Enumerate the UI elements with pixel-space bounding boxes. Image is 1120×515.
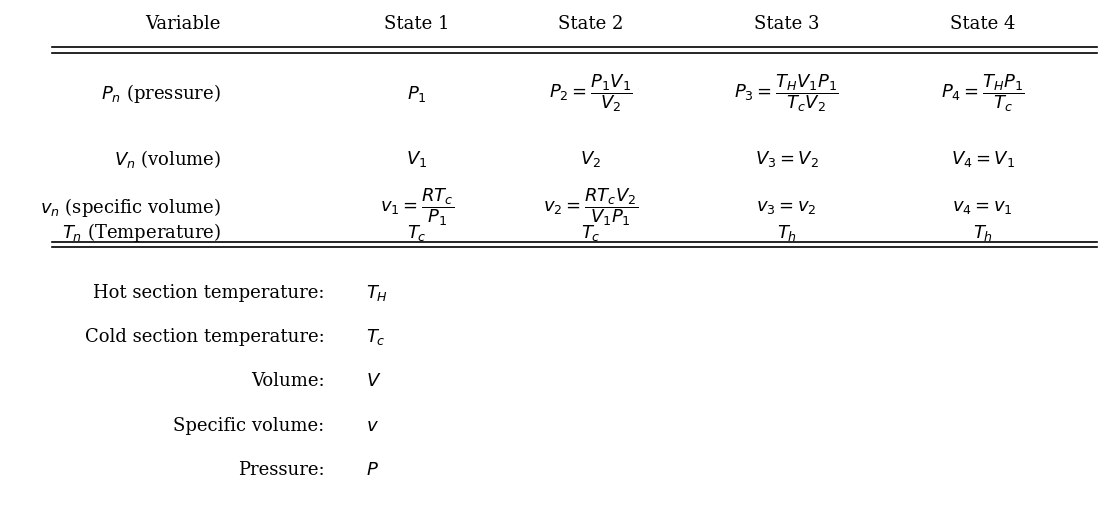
Text: $P_4 = \dfrac{T_H P_1}{T_c}$: $P_4 = \dfrac{T_H P_1}{T_c}$ (941, 73, 1025, 114)
Text: $T_H$: $T_H$ (365, 283, 388, 303)
Text: $V_n$ (volume): $V_n$ (volume) (114, 148, 221, 169)
Text: $P$: $P$ (365, 461, 379, 479)
Text: $P_3 = \dfrac{T_H V_1 P_1}{T_c V_2}$: $P_3 = \dfrac{T_H V_1 P_1}{T_c V_2}$ (735, 73, 839, 114)
Text: Specific volume:: Specific volume: (174, 417, 325, 435)
Text: State 2: State 2 (558, 15, 624, 33)
Text: $v$: $v$ (365, 417, 379, 435)
Text: $T_c$: $T_c$ (365, 327, 385, 347)
Text: $P_2 = \dfrac{P_1 V_1}{V_2}$: $P_2 = \dfrac{P_1 V_1}{V_2}$ (549, 73, 633, 114)
Text: $T_h$: $T_h$ (972, 223, 992, 243)
Text: $v_3 = v_2$: $v_3 = v_2$ (756, 198, 818, 216)
Text: $V_1$: $V_1$ (407, 149, 428, 168)
Text: Cold section temperature:: Cold section temperature: (85, 328, 325, 346)
Text: $v_1 = \dfrac{RT_c}{P_1}$: $v_1 = \dfrac{RT_c}{P_1}$ (380, 186, 454, 228)
Text: $T_c$: $T_c$ (407, 223, 427, 243)
Text: State 4: State 4 (950, 15, 1016, 33)
Text: $v_4 = v_1$: $v_4 = v_1$ (952, 198, 1012, 216)
Text: $P_n$ (pressure): $P_n$ (pressure) (101, 82, 221, 105)
Text: $T_h$: $T_h$ (776, 223, 796, 243)
Text: $v_n$ (specific volume): $v_n$ (specific volume) (40, 196, 221, 219)
Text: $T_c$: $T_c$ (581, 223, 600, 243)
Text: $v_2 = \dfrac{RT_c V_2}{V_1 P_1}$: $v_2 = \dfrac{RT_c V_2}{V_1 P_1}$ (543, 186, 638, 228)
Text: $V_4 = V_1$: $V_4 = V_1$ (951, 149, 1015, 168)
Text: $V_2$: $V_2$ (580, 149, 601, 168)
Text: $V$: $V$ (365, 372, 381, 390)
Text: State 3: State 3 (754, 15, 820, 33)
Text: Volume:: Volume: (251, 372, 325, 390)
Text: Variable: Variable (146, 15, 221, 33)
Text: State 1: State 1 (384, 15, 449, 33)
Text: $T_n$ (Temperature): $T_n$ (Temperature) (62, 221, 221, 245)
Text: Hot section temperature:: Hot section temperature: (93, 284, 325, 302)
Text: Pressure:: Pressure: (237, 461, 325, 479)
Text: $P_1$: $P_1$ (407, 83, 427, 104)
Text: $V_3 = V_2$: $V_3 = V_2$ (755, 149, 819, 168)
